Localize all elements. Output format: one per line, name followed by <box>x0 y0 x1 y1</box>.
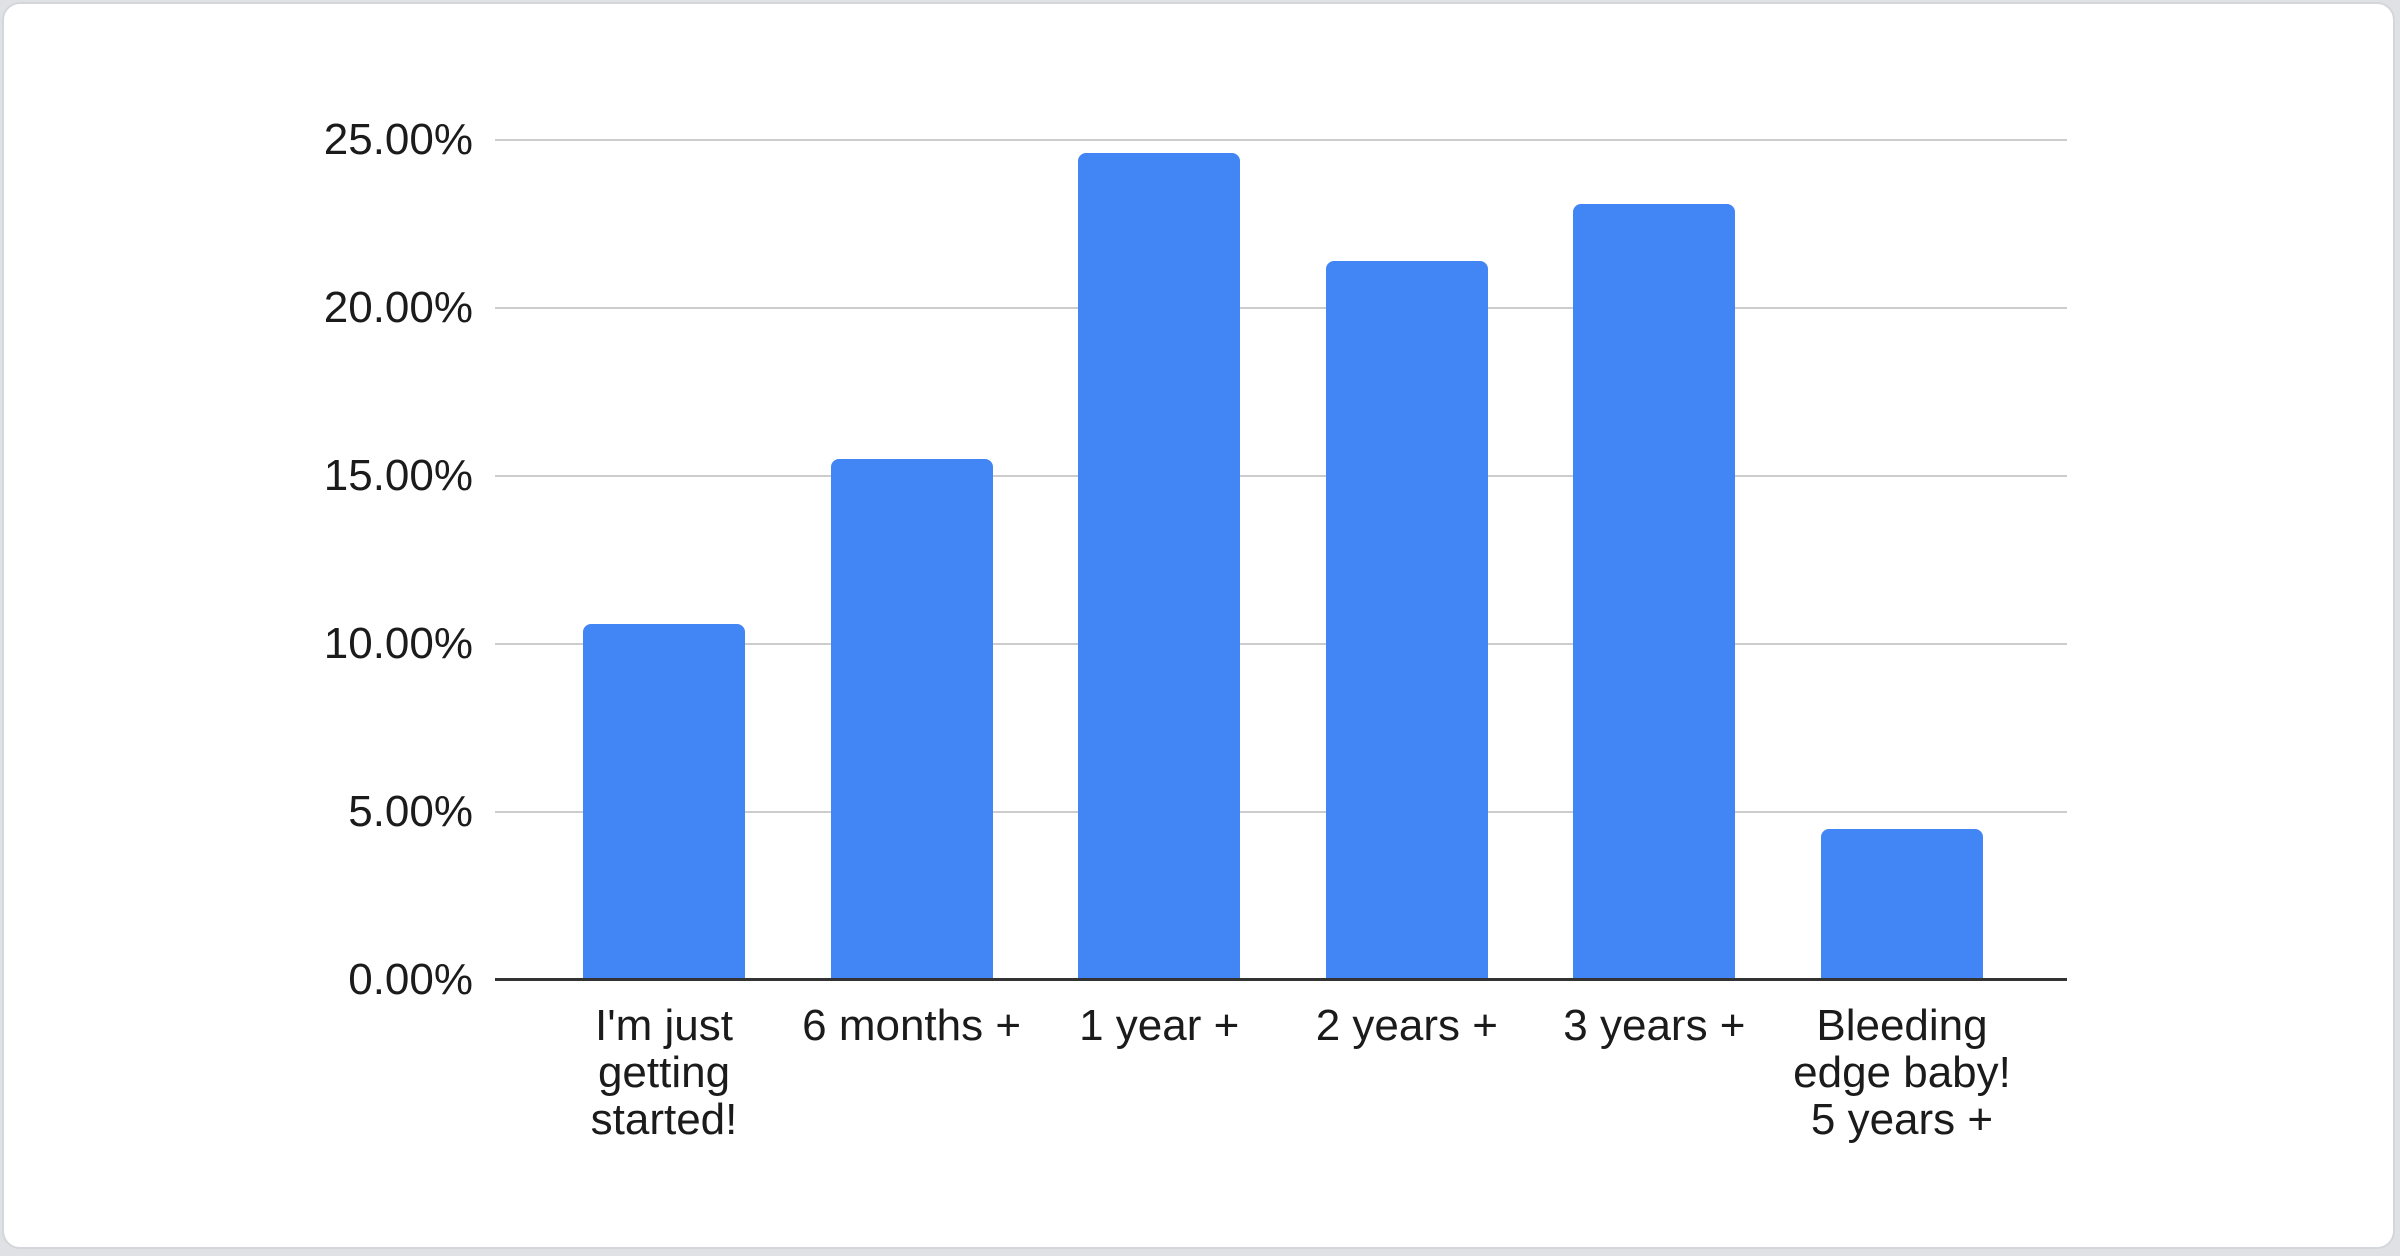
x-axis-tick-label: 1 year + <box>1079 1001 1240 1050</box>
y-gridline <box>495 643 2067 645</box>
y-axis-tick-label: 0.00% <box>348 955 473 1004</box>
x-axis-line <box>495 978 2067 981</box>
y-axis-tick-label: 5.00% <box>348 787 473 836</box>
y-gridline <box>495 139 2067 141</box>
bar-2-years[interactable] <box>1325 260 1488 980</box>
y-axis-tick-label: 10.00% <box>323 619 473 668</box>
bar-3-years[interactable] <box>1573 203 1736 980</box>
bar-bleeding-edge-baby-5-years[interactable] <box>1821 828 1983 980</box>
x-axis-tick-label: I'm just getting started! <box>590 1001 738 1144</box>
x-axis-tick-label: 6 months + <box>802 1001 1022 1050</box>
x-axis-tick-label: Bleeding edge baby! 5 years + <box>1793 1001 2011 1144</box>
y-gridline <box>495 811 2067 813</box>
x-axis-tick-label: 3 years + <box>1563 1001 1746 1050</box>
y-axis-tick-label: 15.00% <box>323 451 473 500</box>
bar-i-m-just-getting-started[interactable] <box>583 623 745 980</box>
y-gridline <box>495 475 2067 477</box>
y-gridline <box>495 307 2067 309</box>
bar-chart-plot-area <box>495 139 2067 981</box>
bar-6-months[interactable] <box>830 459 993 980</box>
y-axis-tick-label: 20.00% <box>323 283 473 332</box>
bar-1-year[interactable] <box>1078 153 1241 980</box>
y-axis-tick-label: 25.00% <box>323 115 473 164</box>
x-axis-tick-label: 2 years + <box>1315 1001 1498 1050</box>
